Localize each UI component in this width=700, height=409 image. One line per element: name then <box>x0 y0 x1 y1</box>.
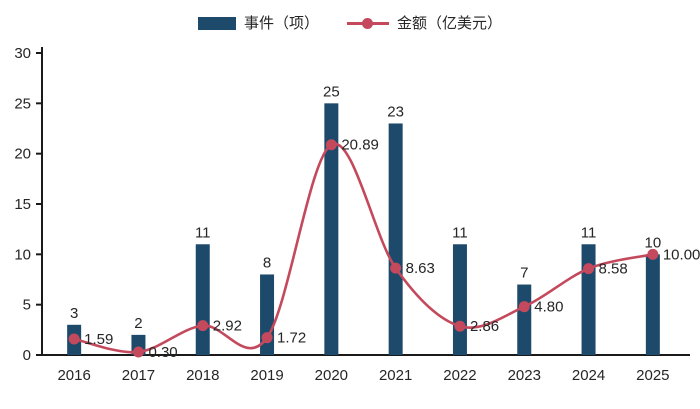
x-axis-label-2019: 2019 <box>250 367 283 384</box>
bar-2020 <box>324 103 339 355</box>
y-tick-label: 5 <box>23 297 31 314</box>
line-series-swatch-icon <box>347 17 389 30</box>
line-point-2021 <box>390 262 402 274</box>
bar-label-2018: 11 <box>195 224 211 241</box>
bar-2025 <box>645 254 660 355</box>
line-point-2019 <box>261 332 273 344</box>
bar-2023 <box>517 284 532 355</box>
bar-label-2020: 25 <box>323 83 340 100</box>
bar-label-2024: 11 <box>581 224 597 241</box>
bar-label-2021: 23 <box>387 103 404 120</box>
amount-line <box>73 142 654 354</box>
line-value-label-2023: 4.80 <box>534 299 563 316</box>
line-value-label-2021: 8.63 <box>406 260 435 277</box>
y-tick-label: 20 <box>14 146 31 163</box>
line-value-label-2019: 1.72 <box>277 330 306 347</box>
line-value-label-2016: 1.59 <box>84 331 113 348</box>
bar-label-2025: 10 <box>645 234 662 251</box>
bar-label-2023: 7 <box>520 265 528 282</box>
x-axis-label-2022: 2022 <box>443 367 476 384</box>
bar-series-swatch-icon <box>197 16 236 30</box>
y-tick-label: 30 <box>14 45 31 62</box>
x-axis-label-2020: 2020 <box>315 367 348 384</box>
line-point-2017 <box>132 346 144 358</box>
line-value-label-2024: 8.58 <box>599 261 628 278</box>
legend-label-events: 事件（项） <box>243 14 319 32</box>
line-value-label-2025: 10.00 <box>663 246 700 263</box>
bar-2024 <box>581 244 596 355</box>
x-axis-label-2024: 2024 <box>572 367 605 384</box>
bar-2021 <box>388 123 403 355</box>
legend-item-amount: 金额（亿美元） <box>347 16 502 31</box>
line-point-2022 <box>454 320 466 332</box>
line-point-2016 <box>68 333 80 345</box>
line-point-2023 <box>518 301 530 313</box>
x-axis-label-2023: 2023 <box>508 367 541 384</box>
y-tick-label: 15 <box>14 196 31 213</box>
legend-label-amount: 金额（亿美元） <box>397 14 503 32</box>
line-point-2018 <box>197 320 209 332</box>
bar-2018 <box>195 244 210 355</box>
line-value-label-2017: 0.30 <box>148 344 177 361</box>
bar-label-2022: 11 <box>452 224 468 241</box>
bar-2022 <box>452 244 467 355</box>
x-axis-label-2016: 2016 <box>57 367 90 384</box>
line-value-label-2020: 20.89 <box>341 137 379 154</box>
bar-label-2016: 3 <box>70 305 78 322</box>
x-axis-label-2018: 2018 <box>186 367 219 384</box>
line-point-2025 <box>647 248 659 260</box>
y-tick-label: 0 <box>23 347 31 364</box>
y-tick-label: 10 <box>14 246 31 263</box>
x-axis-label-2025: 2025 <box>636 367 669 384</box>
bar-label-2019: 8 <box>263 254 271 271</box>
x-axis-label-2017: 2017 <box>122 367 155 384</box>
legend-item-events: 事件（项） <box>197 14 319 32</box>
chart-legend: 事件（项） 金额（亿美元） <box>0 10 700 36</box>
y-tick-label: 25 <box>14 95 31 112</box>
line-point-2020 <box>325 139 337 151</box>
line-point-2024 <box>583 263 595 275</box>
bar-label-2017: 2 <box>134 315 142 332</box>
line-value-label-2018: 2.92 <box>213 318 242 335</box>
x-axis-label-2021: 2021 <box>379 367 412 384</box>
line-value-label-2022: 2.86 <box>470 318 499 335</box>
